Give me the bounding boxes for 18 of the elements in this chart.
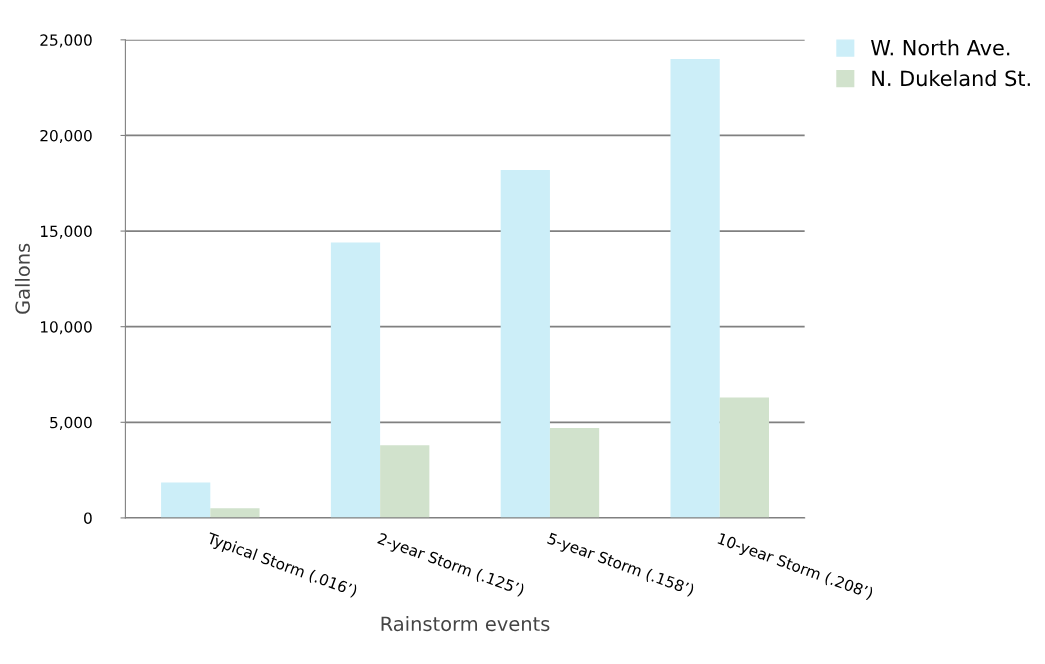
bar bbox=[500, 169, 550, 518]
bar bbox=[670, 58, 720, 518]
bar bbox=[161, 482, 211, 518]
legend-label: N. Dukeland St. bbox=[872, 70, 1030, 87]
y-axis-title: Gallons bbox=[14, 243, 30, 314]
x-axis-title: Rainstorm events bbox=[381, 616, 550, 632]
y-tick-label: 5,000 bbox=[50, 416, 92, 430]
y-tick-label: 25,000 bbox=[40, 34, 92, 48]
y-tick-label: 15,000 bbox=[40, 225, 92, 239]
bar bbox=[210, 508, 260, 518]
y-tick-label: 20,000 bbox=[40, 129, 92, 144]
y-tick-label: 10,000 bbox=[40, 321, 92, 335]
bar bbox=[719, 397, 769, 518]
bar bbox=[380, 445, 430, 518]
y-tick-label: 0 bbox=[84, 512, 92, 524]
bar bbox=[549, 428, 600, 518]
legend-label: W. North Ave. bbox=[871, 39, 1010, 56]
bar bbox=[330, 242, 381, 518]
